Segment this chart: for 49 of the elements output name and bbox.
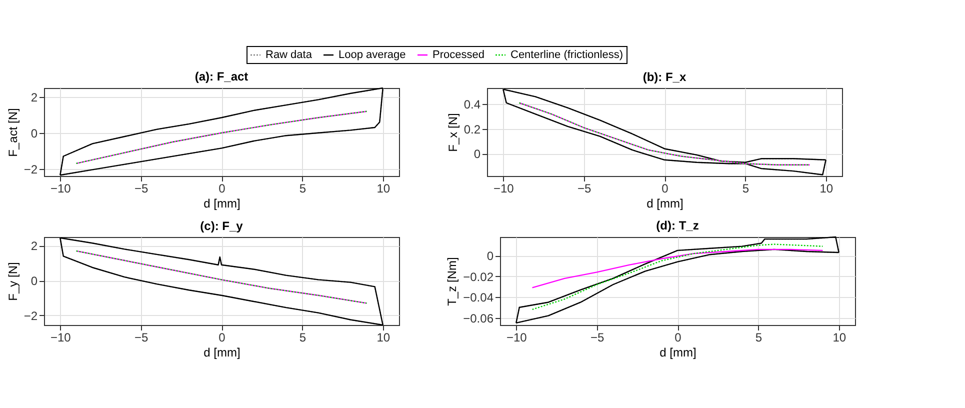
- x-tick-label: 5: [742, 182, 750, 196]
- legend-label: Centerline (frictionless): [510, 49, 623, 61]
- legend-label: Raw data: [266, 49, 313, 61]
- y-tick-label: −0.02: [463, 270, 494, 284]
- chart-title: (b): F_x: [642, 70, 686, 84]
- legend-label: Processed: [432, 49, 484, 61]
- y-tick-label: −2: [24, 308, 38, 323]
- x-tick-label: −10: [493, 182, 514, 196]
- x-tick-label: 10: [820, 182, 834, 196]
- y-tick-label: 0.2: [464, 122, 481, 136]
- x-tick-label: 10: [376, 330, 390, 344]
- y-tick-label: 2: [30, 90, 38, 104]
- x-tick-label: −10: [506, 330, 528, 344]
- x-axis-title: d [mm]: [660, 346, 696, 360]
- legend-label: Loop average: [338, 49, 406, 61]
- y-tick-label: 0: [30, 274, 38, 288]
- y-tick-label: −2: [24, 162, 38, 176]
- x-tick-label: 0: [218, 182, 226, 196]
- y-axis-title: T_z [Nm]: [445, 257, 460, 306]
- x-tick-label: 10: [832, 330, 846, 344]
- y-axis-title: F_y [N]: [6, 262, 20, 301]
- x-tick-label: 0: [218, 330, 226, 344]
- x-axis-title: d [mm]: [204, 196, 240, 210]
- x-tick-label: −10: [50, 182, 72, 196]
- chart-title: (c): F_y: [200, 219, 244, 233]
- x-tick-label: 0: [674, 330, 682, 344]
- x-tick-label: 5: [755, 330, 762, 344]
- x-tick-label: 5: [299, 330, 306, 344]
- x-tick-label: −5: [134, 330, 148, 344]
- x-axis-title: d [mm]: [646, 196, 684, 210]
- y-axis-title: F_x [N]: [446, 113, 460, 152]
- x-tick-label: −5: [577, 182, 592, 196]
- x-tick-label: 0: [662, 182, 669, 196]
- chart-title: (a): F_act: [194, 69, 248, 84]
- x-tick-label: 5: [299, 182, 306, 196]
- y-tick-label: 2: [30, 239, 38, 254]
- x-tick-label: −5: [590, 330, 604, 344]
- y-tick-label: −0.06: [463, 311, 494, 326]
- x-tick-label: 10: [376, 182, 390, 196]
- y-tick-label: 0.4: [464, 98, 481, 112]
- chart-title: (d): T_z: [656, 218, 699, 232]
- y-tick-label: −0.04: [463, 290, 494, 305]
- y-axis-title: F_act [N]: [6, 108, 20, 157]
- y-tick-label: 0: [486, 249, 494, 264]
- y-tick-label: 0: [30, 126, 38, 140]
- x-tick-label: −5: [134, 182, 148, 196]
- x-axis-title: d [mm]: [204, 346, 240, 360]
- y-tick-label: 0: [474, 147, 481, 162]
- x-tick-label: −10: [50, 330, 72, 344]
